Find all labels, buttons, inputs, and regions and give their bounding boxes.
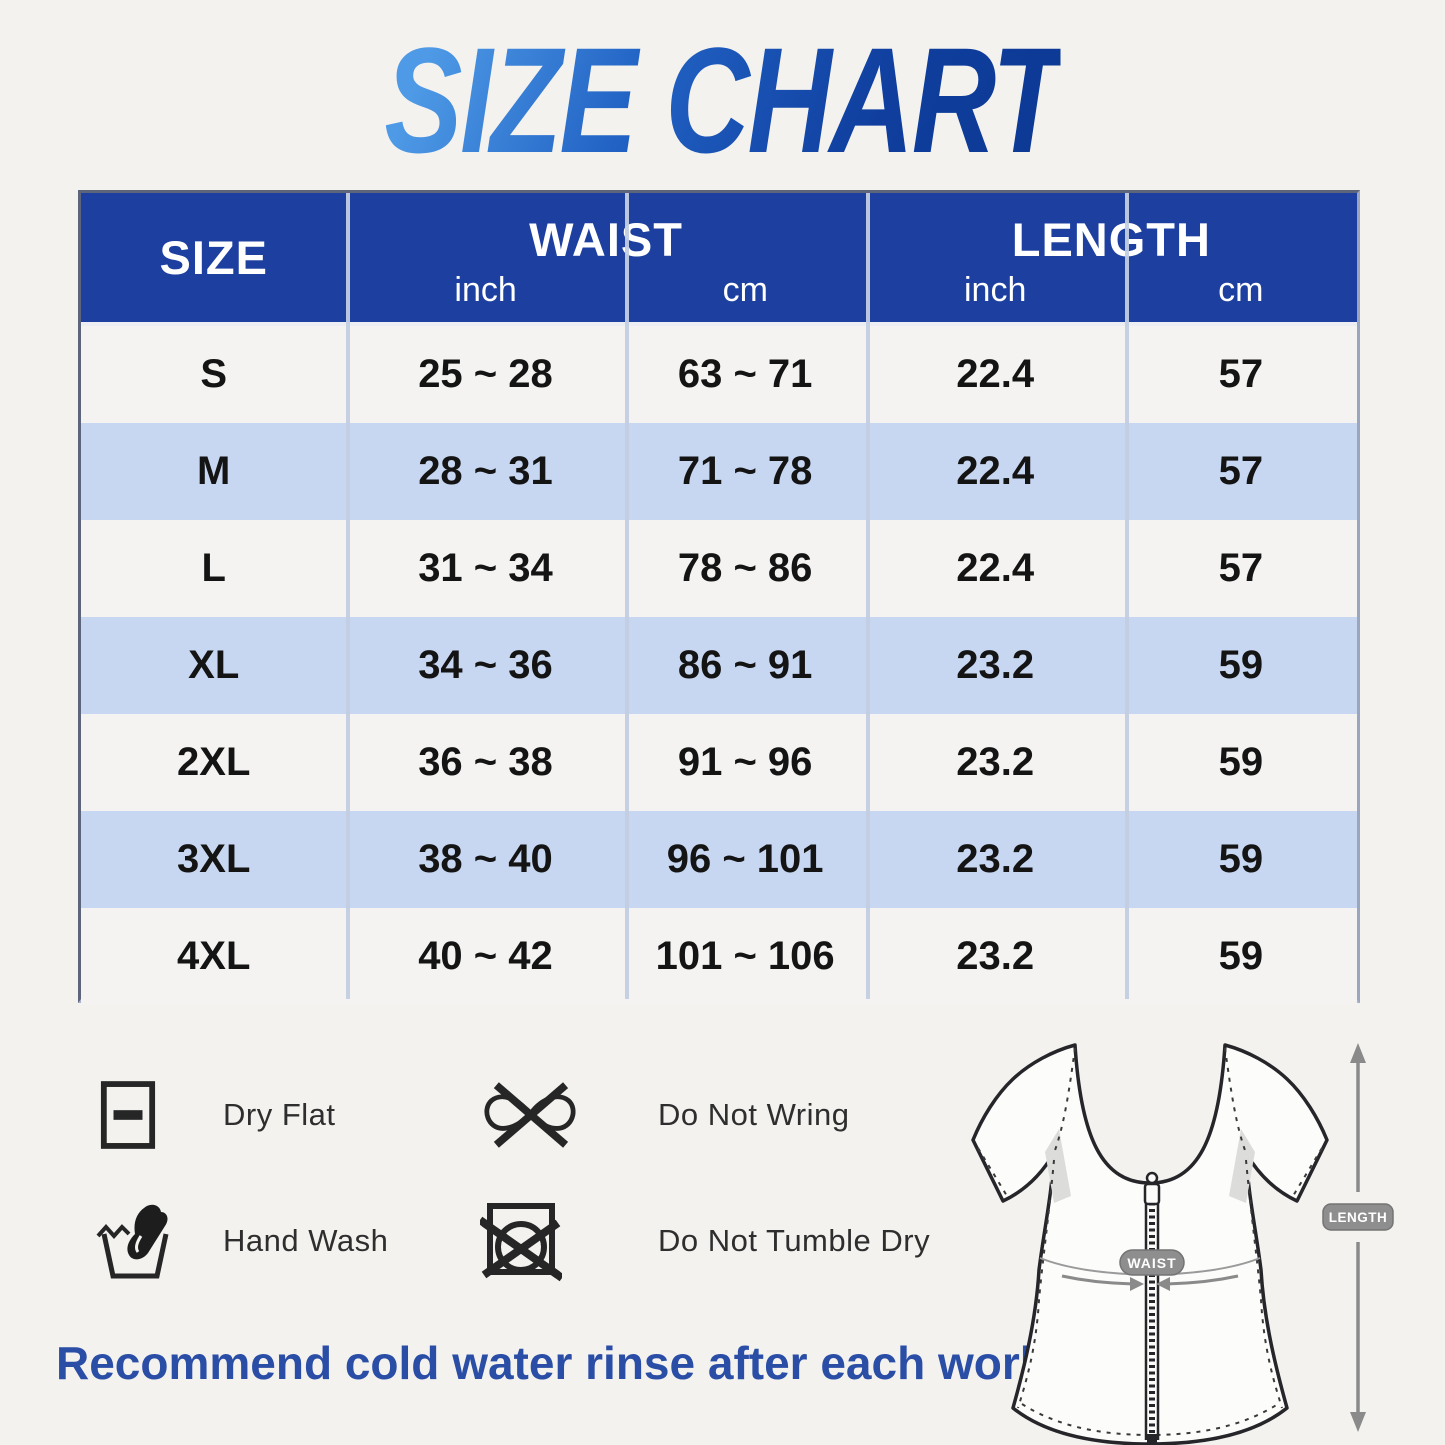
page-title-wrap: SIZE CHART [0, 14, 1445, 187]
care-label: Hand Wash [223, 1223, 389, 1258]
care-row: Hand Wash Do Not Tumble Dry [95, 1178, 955, 1304]
shade-left [1045, 1129, 1071, 1203]
length-cm-cell: 59 [1218, 934, 1264, 978]
care-row: Dry Flat Do Not Wring [95, 1052, 955, 1178]
table-row-2xl: 2XL 36 ~ 38 91 ~ 96 23.2 59 [81, 714, 1357, 811]
do-not-wring-icon [480, 1077, 586, 1153]
column-header-length: LENGTH inch cm [866, 193, 1357, 322]
size-cell: 4XL [177, 934, 251, 978]
waist-cm-cell: 71 ~ 78 [677, 449, 813, 493]
waist-cm-cell: 96 ~ 101 [666, 837, 824, 881]
table-row-xl: XL 34 ~ 36 86 ~ 91 23.2 59 [81, 617, 1357, 714]
waist-inch-cell: 34 ~ 36 [418, 643, 553, 687]
length-inch-cell: 23.2 [956, 837, 1035, 881]
waist-label: WAIST [529, 213, 683, 266]
garment-illustration: WAIST LENGTH [971, 1043, 1394, 1445]
care-label: Do Not Tumble Dry [658, 1223, 931, 1258]
size-chart-table: SIZE WAIST inch cm LENGTH inch cm S 25 ~… [78, 190, 1360, 1005]
length-inch-cell: 22.4 [956, 546, 1035, 590]
waist-cm-cell: 63 ~ 71 [677, 352, 813, 396]
length-label: LENGTH [1011, 213, 1211, 266]
length-tag-label: LENGTH [1329, 1210, 1388, 1225]
waist-cm-cell: 101 ~ 106 [655, 934, 835, 978]
care-label: Dry Flat [223, 1097, 336, 1132]
length-inch-cell: 22.4 [956, 449, 1035, 493]
table-header: SIZE WAIST inch cm LENGTH inch cm [81, 193, 1357, 326]
table-row-s: S 25 ~ 28 63 ~ 71 22.4 57 [81, 326, 1357, 423]
length-tag [1322, 1203, 1394, 1231]
length-inch-cell: 23.2 [956, 643, 1035, 687]
waist-tag [1119, 1249, 1185, 1276]
table-row-m: M 28 ~ 31 71 ~ 78 22.4 57 [81, 423, 1357, 520]
waist-measure: WAIST [1039, 1249, 1261, 1291]
care-item-dry-flat: Dry Flat [95, 1078, 480, 1152]
shade-right [1229, 1129, 1255, 1203]
care-item-hand-wash: Hand Wash [95, 1200, 480, 1282]
length-measure: LENGTH [1322, 1043, 1394, 1432]
waist-cm-cell: 78 ~ 86 [677, 546, 813, 590]
length-units: inch cm [866, 271, 1357, 310]
grid-line [346, 193, 351, 999]
table-row-l: L 31 ~ 34 78 ~ 86 22.4 57 [81, 520, 1357, 617]
length-cm-cell: 57 [1218, 546, 1264, 590]
length-inch-cell: 23.2 [956, 740, 1035, 784]
care-item-do-not-tumble-dry: Do Not Tumble Dry [480, 1199, 930, 1283]
waist-inch-cell: 40 ~ 42 [418, 934, 553, 978]
waist-arrow-right [1165, 1274, 1239, 1286]
waist-inch-cell: 36 ~ 38 [418, 740, 553, 784]
care-item-do-not-wring: Do Not Wring [480, 1077, 850, 1153]
column-header-waist: WAIST inch cm [346, 193, 865, 322]
waist-cm-cell: 91 ~ 96 [677, 740, 813, 784]
length-cm-cell: 59 [1218, 740, 1264, 784]
care-section: Dry Flat Do Not Wring [95, 1052, 955, 1304]
table-row-4xl: 4XL 40 ~ 42 101 ~ 106 23.2 59 [81, 908, 1357, 1005]
size-cell: 3XL [177, 837, 251, 881]
length-unit-inch: inch [963, 271, 1027, 309]
grid-line [624, 193, 629, 999]
length-inch-cell: 23.2 [956, 934, 1035, 978]
waist-inch-cell: 31 ~ 34 [418, 546, 553, 590]
waist-inch-cell: 38 ~ 40 [418, 837, 553, 881]
waist-inch-cell: 28 ~ 31 [418, 449, 553, 493]
table-body: S 25 ~ 28 63 ~ 71 22.4 57 M 28 ~ 31 71 ~… [81, 326, 1357, 1005]
waist-unit-cm: cm [722, 271, 768, 309]
length-cm-cell: 57 [1218, 352, 1264, 396]
grid-line [1124, 193, 1129, 999]
table-row-3xl: 3XL 38 ~ 40 96 ~ 101 23.2 59 [81, 811, 1357, 908]
size-cell: L [201, 546, 226, 590]
size-cell: XL [188, 643, 240, 687]
length-unit-cm: cm [1218, 271, 1264, 309]
grid-line [865, 193, 870, 999]
dry-flat-icon [95, 1078, 201, 1152]
size-cell: M [197, 449, 231, 493]
waist-units: inch cm [346, 271, 865, 310]
length-cm-cell: 59 [1218, 643, 1264, 687]
length-cm-cell: 59 [1218, 837, 1264, 881]
page-title: SIZE CHART [384, 14, 1063, 187]
length-cm-cell: 57 [1218, 449, 1264, 493]
waist-cm-cell: 86 ~ 91 [677, 643, 813, 687]
size-cell: S [200, 352, 228, 396]
waist-inch-cell: 25 ~ 28 [418, 352, 553, 396]
zipper [1143, 1171, 1161, 1443]
hand-wash-icon [95, 1200, 201, 1282]
size-cell: 2XL [177, 740, 251, 784]
length-inch-cell: 22.4 [956, 352, 1035, 396]
column-header-size: SIZE [159, 231, 268, 284]
waist-arrow-left [1061, 1274, 1135, 1286]
do-not-tumble-dry-icon [480, 1199, 586, 1283]
care-label: Do Not Wring [658, 1097, 850, 1132]
footer-note: Recommend cold water rinse after each wo… [56, 1337, 1130, 1389]
waist-unit-inch: inch [454, 271, 517, 309]
waist-tag-label: WAIST [1127, 1255, 1176, 1271]
